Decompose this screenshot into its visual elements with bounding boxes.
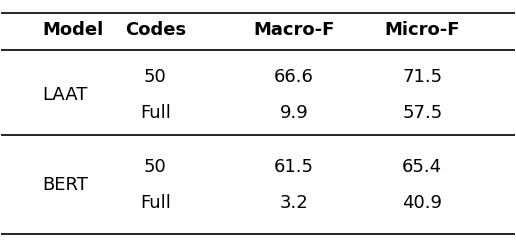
Text: Full: Full xyxy=(140,194,171,212)
Text: 66.6: 66.6 xyxy=(274,68,314,86)
Text: Full: Full xyxy=(140,104,171,122)
Text: 65.4: 65.4 xyxy=(402,158,442,176)
Text: LAAT: LAAT xyxy=(42,86,88,104)
Text: 71.5: 71.5 xyxy=(402,68,442,86)
Text: Macro-F: Macro-F xyxy=(253,21,334,39)
Text: 57.5: 57.5 xyxy=(402,104,442,122)
Text: BERT: BERT xyxy=(42,176,88,194)
Text: 40.9: 40.9 xyxy=(402,194,442,212)
Text: Codes: Codes xyxy=(125,21,186,39)
Text: 50: 50 xyxy=(144,158,167,176)
Text: 61.5: 61.5 xyxy=(274,158,314,176)
Text: 3.2: 3.2 xyxy=(280,194,308,212)
Text: Micro-F: Micro-F xyxy=(384,21,460,39)
Text: 9.9: 9.9 xyxy=(280,104,308,122)
Text: Model: Model xyxy=(42,21,104,39)
Text: 50: 50 xyxy=(144,68,167,86)
